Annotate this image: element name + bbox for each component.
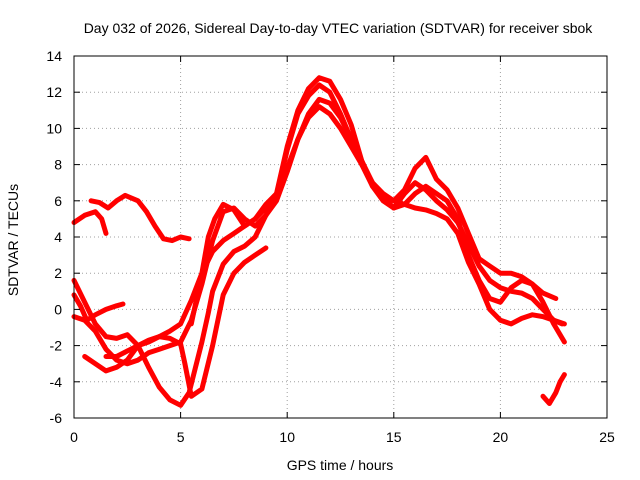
y-tick-label: 4: [54, 229, 62, 245]
y-tick-label: -6: [50, 410, 63, 426]
series-track-3: [71, 292, 126, 323]
x-tick-label: 15: [386, 429, 402, 445]
x-axis-label: GPS time / hours: [287, 457, 394, 473]
y-axis-label: SDTVAR / TECUs: [5, 184, 21, 296]
y-tick-label: 8: [54, 157, 62, 173]
x-tick-label: 25: [599, 429, 615, 445]
chart-title: Day 032 of 2026, Sidereal Day-to-day VTE…: [84, 20, 594, 36]
series-track-2: [88, 192, 192, 244]
y-tick-label: 6: [54, 193, 62, 209]
y-tick-label: 12: [46, 84, 62, 100]
series-track-8: [103, 245, 269, 399]
x-tick-label: 5: [177, 429, 185, 445]
axis-ticks: [73, 55, 608, 419]
series-track-9: [540, 372, 567, 406]
y-tick-label: -2: [50, 338, 63, 354]
series-track-1: [71, 209, 109, 236]
x-tick-label: 10: [279, 429, 295, 445]
x-tick-label: 0: [70, 429, 78, 445]
y-tick-label: 10: [46, 120, 62, 136]
series-track-6: [71, 96, 559, 367]
series-track-4: [71, 82, 565, 408]
plot-area: [71, 75, 567, 408]
y-tick-label: 2: [54, 265, 62, 281]
series-track-5: [82, 104, 567, 374]
y-tick-label: 14: [46, 48, 62, 64]
x-tick-labels: 0 5 10 15 20 25: [70, 429, 615, 445]
x-tick-label: 20: [493, 429, 509, 445]
y-tick-label: 0: [54, 301, 62, 317]
y-tick-label: -4: [50, 374, 63, 390]
y-tick-labels: -6 -4 -2 0 2 4 6 8 10 12 14: [46, 48, 62, 426]
series-track-7: [188, 75, 567, 345]
